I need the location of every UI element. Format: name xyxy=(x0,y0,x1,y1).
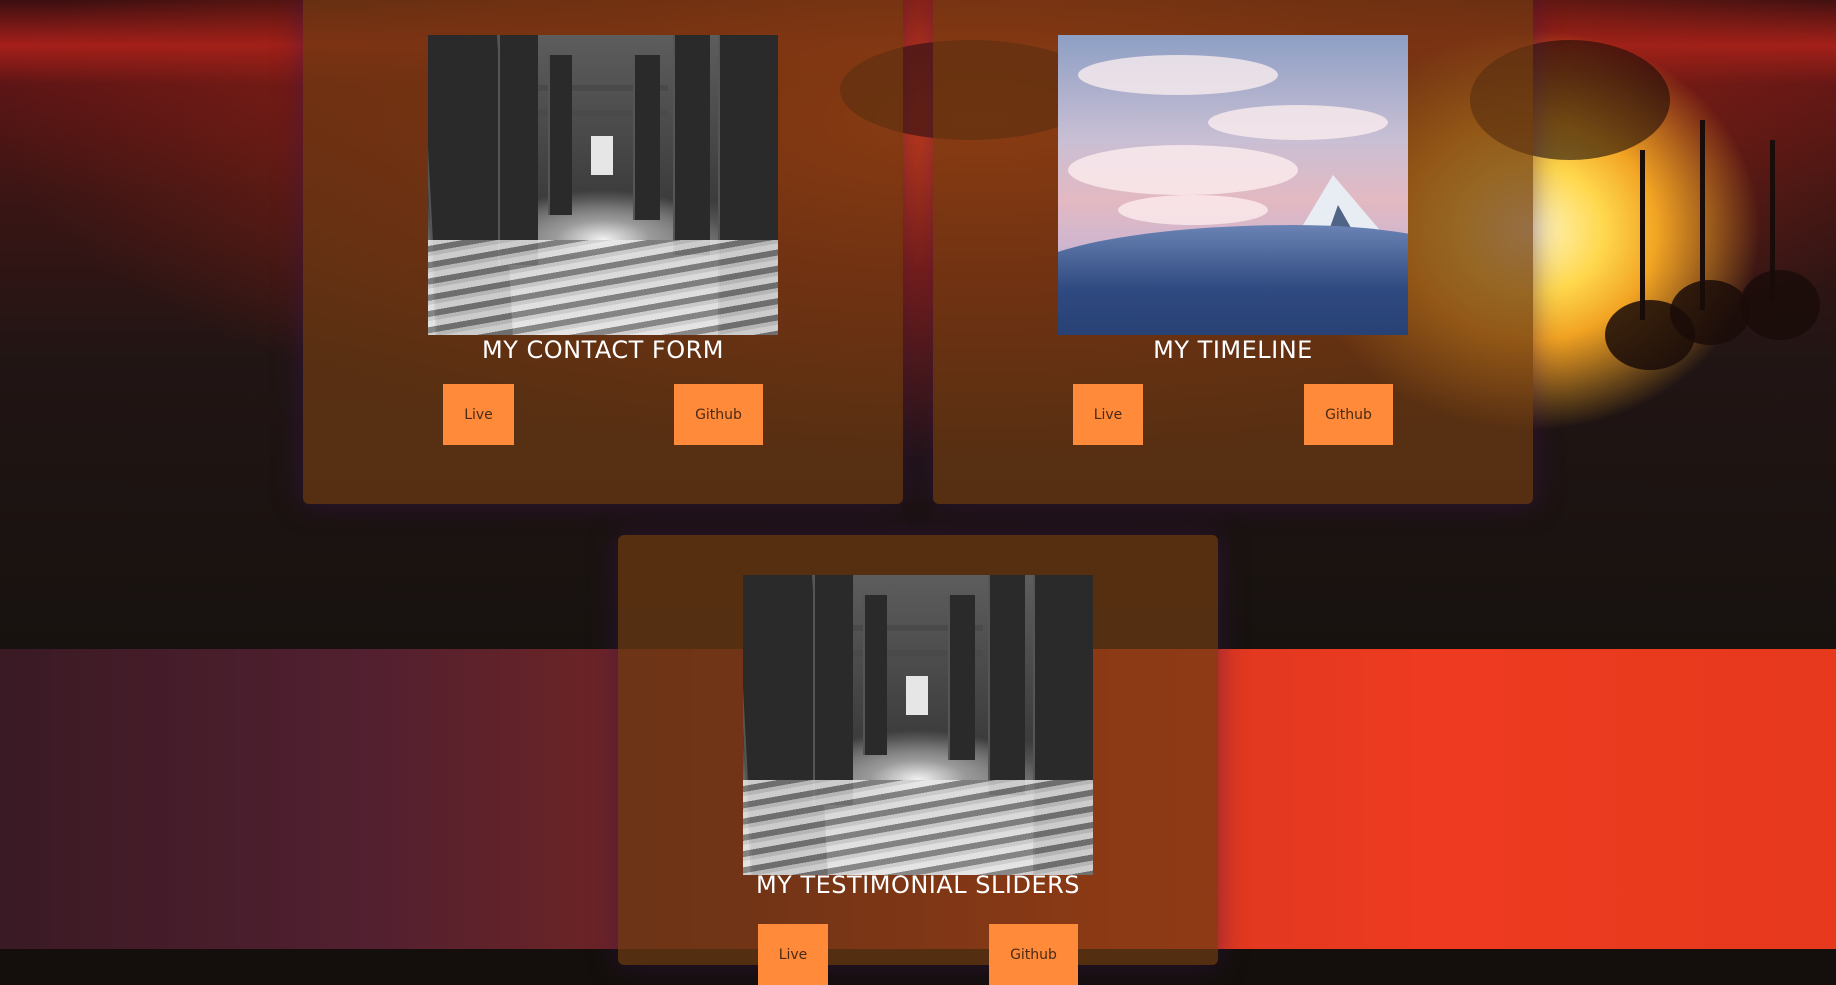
live-button[interactable]: Live xyxy=(1073,384,1143,445)
github-button[interactable]: Github xyxy=(989,924,1078,985)
project-card-timeline: MY TIMELINE Live Github xyxy=(933,0,1533,504)
github-button[interactable]: Github xyxy=(674,384,763,445)
live-button[interactable]: Live xyxy=(758,924,828,985)
project-title: MY CONTACT FORM xyxy=(481,336,724,364)
project-card-testimonial-sliders: MY TESTIMONIAL SLIDERS Live Github xyxy=(618,535,1218,985)
project-image xyxy=(428,35,778,335)
live-button[interactable]: Live xyxy=(443,384,514,445)
project-title: MY TESTIMONIAL SLIDERS xyxy=(755,871,1081,899)
project-image xyxy=(743,575,1093,875)
github-button[interactable]: Github xyxy=(1304,384,1393,445)
project-title: MY TIMELINE xyxy=(1153,336,1313,364)
project-image xyxy=(1058,35,1408,335)
project-card-contact-form: MY CONTACT FORM Live Github xyxy=(303,0,903,504)
